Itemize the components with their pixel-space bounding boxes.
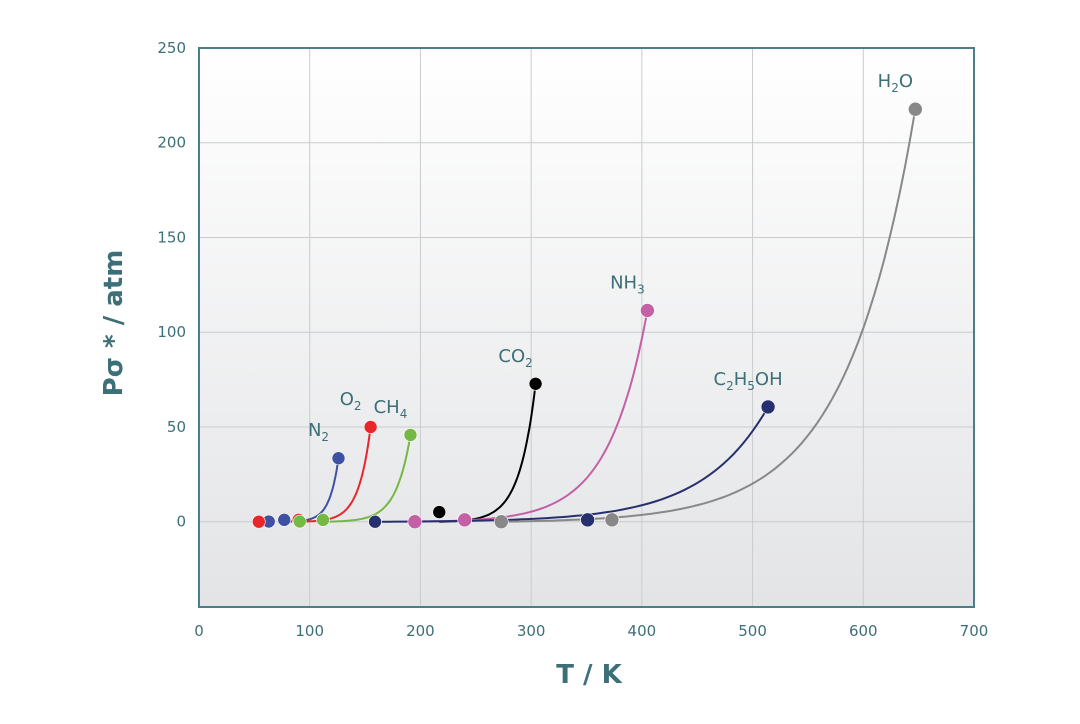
nh3-point xyxy=(407,514,423,530)
o2-label: O2 xyxy=(340,389,362,413)
h2o-label: H2O xyxy=(878,71,913,95)
nh3-point xyxy=(457,512,473,528)
o2-point xyxy=(363,420,378,434)
y-tick-label: 50 xyxy=(167,418,186,436)
co2-point xyxy=(432,505,447,519)
n2-point xyxy=(277,513,292,527)
y-axis-title: Pσ * / atm xyxy=(99,250,129,397)
h2o-point xyxy=(604,512,620,528)
co2-label: CO2 xyxy=(498,346,532,370)
n2-label: N2 xyxy=(308,420,329,444)
x-tick-label: 600 xyxy=(849,622,878,640)
ch4-point xyxy=(316,513,330,527)
ch4-curve xyxy=(323,434,412,523)
h2o-point xyxy=(493,514,509,530)
y-tick-label: 0 xyxy=(176,513,186,531)
y-tick-labels: 0 50 100 150 200 250 xyxy=(157,39,186,531)
ch4-label: CH4 xyxy=(374,397,408,421)
nh3-label: NH3 xyxy=(610,272,645,296)
x-tick-label: 300 xyxy=(517,622,546,640)
c2h5oh-point xyxy=(580,512,595,528)
x-axis-title: T / K xyxy=(556,660,622,690)
ch4-point xyxy=(403,428,418,442)
x-tick-label: 100 xyxy=(295,622,324,640)
x-tick-label: 500 xyxy=(738,622,767,640)
o2-curve xyxy=(298,426,372,523)
y-tick-label: 150 xyxy=(157,228,186,246)
y-tick-label: 250 xyxy=(157,39,186,57)
plot-frame xyxy=(198,47,975,608)
c2h5oh-curve xyxy=(375,406,769,523)
n2-point xyxy=(331,451,346,466)
h2o-curve xyxy=(501,109,917,523)
co2-point xyxy=(528,376,543,391)
x-tick-label: 200 xyxy=(406,622,435,640)
data-points xyxy=(251,101,923,530)
nh3-point xyxy=(640,303,655,318)
o2-point xyxy=(251,514,266,529)
x-tick-label: 0 xyxy=(194,622,204,640)
y-tick-label: 100 xyxy=(157,323,186,341)
x-tick-label: 400 xyxy=(628,622,657,640)
ch4-point xyxy=(292,514,307,529)
x-tick-label: 700 xyxy=(960,622,989,640)
c2h5oh-label: C2H5OH xyxy=(714,369,783,393)
y-tick-label: 200 xyxy=(157,134,186,152)
series-labels: N2 O2 CH4 CO2 NH3 C2H5OH H2O xyxy=(308,71,913,444)
c2h5oh-point xyxy=(760,399,776,415)
c2h5oh-point xyxy=(368,514,382,529)
h2o-point xyxy=(908,101,923,117)
x-tick-labels: 0 100 200 300 400 500 600 700 xyxy=(194,622,988,640)
vapor-pressure-curves xyxy=(284,109,917,523)
